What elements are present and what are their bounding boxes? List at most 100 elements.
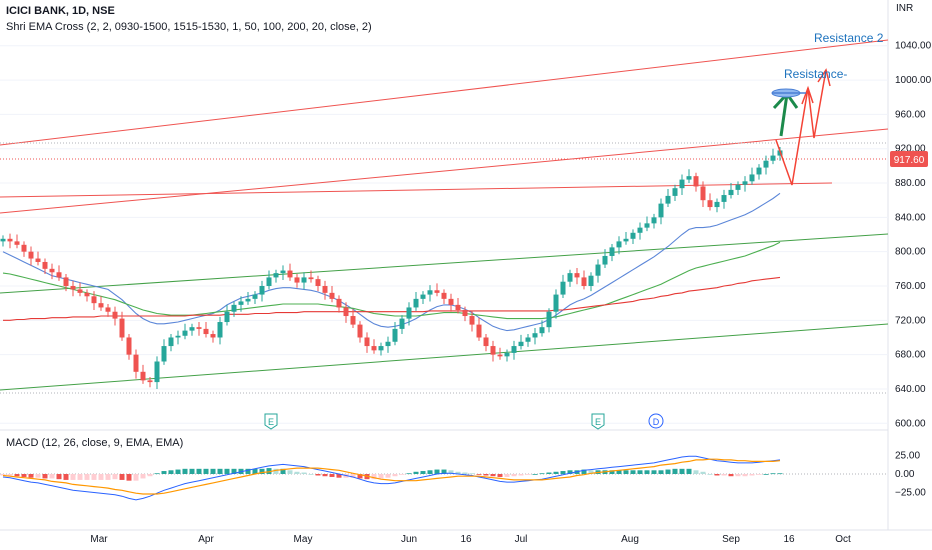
candle	[399, 315, 405, 335]
time-tick-label: Sep	[722, 534, 740, 545]
lower-green-channel-line	[0, 323, 889, 391]
macd-tick-label: 0.00	[895, 469, 915, 480]
candle-body	[679, 179, 685, 189]
time-tick-label: 16	[460, 534, 472, 545]
macd-histogram-bar	[273, 468, 279, 474]
candle-body	[469, 316, 475, 325]
time-tick-label: Jul	[515, 534, 528, 545]
candle	[357, 321, 363, 343]
candle	[245, 292, 251, 305]
macd-histogram-bar	[147, 474, 153, 477]
candle-body	[763, 160, 769, 168]
candle-body	[686, 176, 692, 180]
macd-histogram-bar	[553, 471, 559, 474]
candle	[175, 330, 181, 345]
candle	[252, 291, 258, 305]
event-marker[interactable]: E	[264, 413, 278, 430]
candle-body	[644, 223, 650, 228]
candle-body	[742, 181, 748, 185]
candle	[287, 263, 293, 281]
price-tick-label: 960.00	[895, 109, 926, 120]
candle	[161, 339, 167, 365]
macd-histogram-bar	[651, 470, 657, 474]
macd-histogram-bar	[476, 474, 482, 475]
candle	[413, 292, 419, 311]
candle	[539, 320, 545, 337]
projection-drawing	[771, 68, 831, 186]
macd-histogram-bar	[560, 471, 566, 474]
candle	[644, 216, 650, 232]
candle-body	[462, 310, 468, 317]
candle	[469, 310, 475, 332]
candle-body	[364, 337, 370, 347]
candle-body	[700, 186, 706, 201]
macd-histogram-bar	[308, 474, 314, 475]
candle	[609, 243, 615, 262]
event-marker-label: E	[268, 417, 274, 427]
horizontal-red-support-line	[0, 182, 833, 198]
macd-pane[interactable]: 25.00 0.00 −25.00	[0, 451, 926, 501]
ema20-line	[2, 192, 781, 332]
macd-histogram-bar	[63, 474, 69, 480]
event-marker[interactable]: E	[591, 413, 605, 430]
candle	[770, 148, 776, 165]
candle-body	[672, 188, 678, 196]
candle	[742, 176, 748, 192]
candle-body	[168, 337, 174, 347]
candle	[511, 340, 517, 360]
macd-histogram-bar	[637, 470, 643, 474]
candle-body	[511, 346, 517, 353]
macd-histogram-bar	[385, 474, 391, 478]
candle	[406, 302, 412, 326]
macd-histogram-bar	[609, 470, 615, 474]
candle	[126, 334, 132, 360]
candle-body	[476, 324, 482, 338]
candle	[623, 231, 629, 245]
event-marker-label: D	[653, 417, 660, 427]
macd-histogram-bar	[287, 470, 293, 474]
candle-body	[0, 238, 6, 242]
candle	[672, 184, 678, 202]
time-tick-label: Oct	[835, 534, 851, 545]
candle	[364, 332, 370, 353]
price-axis[interactable]: 600.00 640.00 680.00 720.00 760.00 800.00 840.…	[895, 41, 932, 430]
candle-body	[259, 285, 265, 295]
candle	[763, 155, 769, 175]
candle-body	[35, 258, 41, 262]
macd-histogram-bar	[420, 471, 426, 474]
candle-body	[56, 272, 62, 278]
candle	[35, 251, 41, 266]
macd-histogram-bar	[658, 470, 664, 474]
candle-body	[490, 346, 496, 355]
macd-indicator-label: MACD (12, 26, close, 9, EMA, EMA)	[6, 437, 184, 449]
candle	[189, 323, 195, 336]
macd-histogram-bar	[224, 468, 230, 474]
candle	[140, 364, 146, 384]
event-marker[interactable]: D	[648, 413, 664, 429]
candle	[203, 322, 209, 338]
projection-arrow-head-2	[817, 68, 831, 87]
candle-body	[581, 277, 587, 286]
candle	[441, 289, 447, 305]
macd-histogram-bar	[70, 474, 76, 480]
candle	[315, 275, 321, 292]
macd-histogram-bar	[665, 469, 671, 474]
price-tick-label: 920.00	[895, 144, 926, 155]
candle-body	[245, 298, 251, 302]
candle	[721, 189, 727, 209]
candle-body	[7, 238, 13, 242]
candle	[749, 167, 755, 185]
time-axis[interactable]: Mar Apr May Jun 16 Jul Aug Sep 16 Oct	[90, 534, 851, 545]
macd-histogram-bar	[434, 469, 440, 474]
candle	[210, 330, 216, 343]
candle	[700, 181, 706, 208]
macd-histogram-bar	[490, 474, 496, 477]
candle	[637, 222, 643, 240]
macd-histogram-bar	[112, 474, 118, 480]
macd-histogram-bar	[504, 474, 510, 477]
upper-red-channel-line	[0, 39, 889, 146]
candle-body	[399, 318, 405, 329]
candle-body	[140, 371, 146, 381]
macd-histogram-bar	[672, 468, 678, 474]
